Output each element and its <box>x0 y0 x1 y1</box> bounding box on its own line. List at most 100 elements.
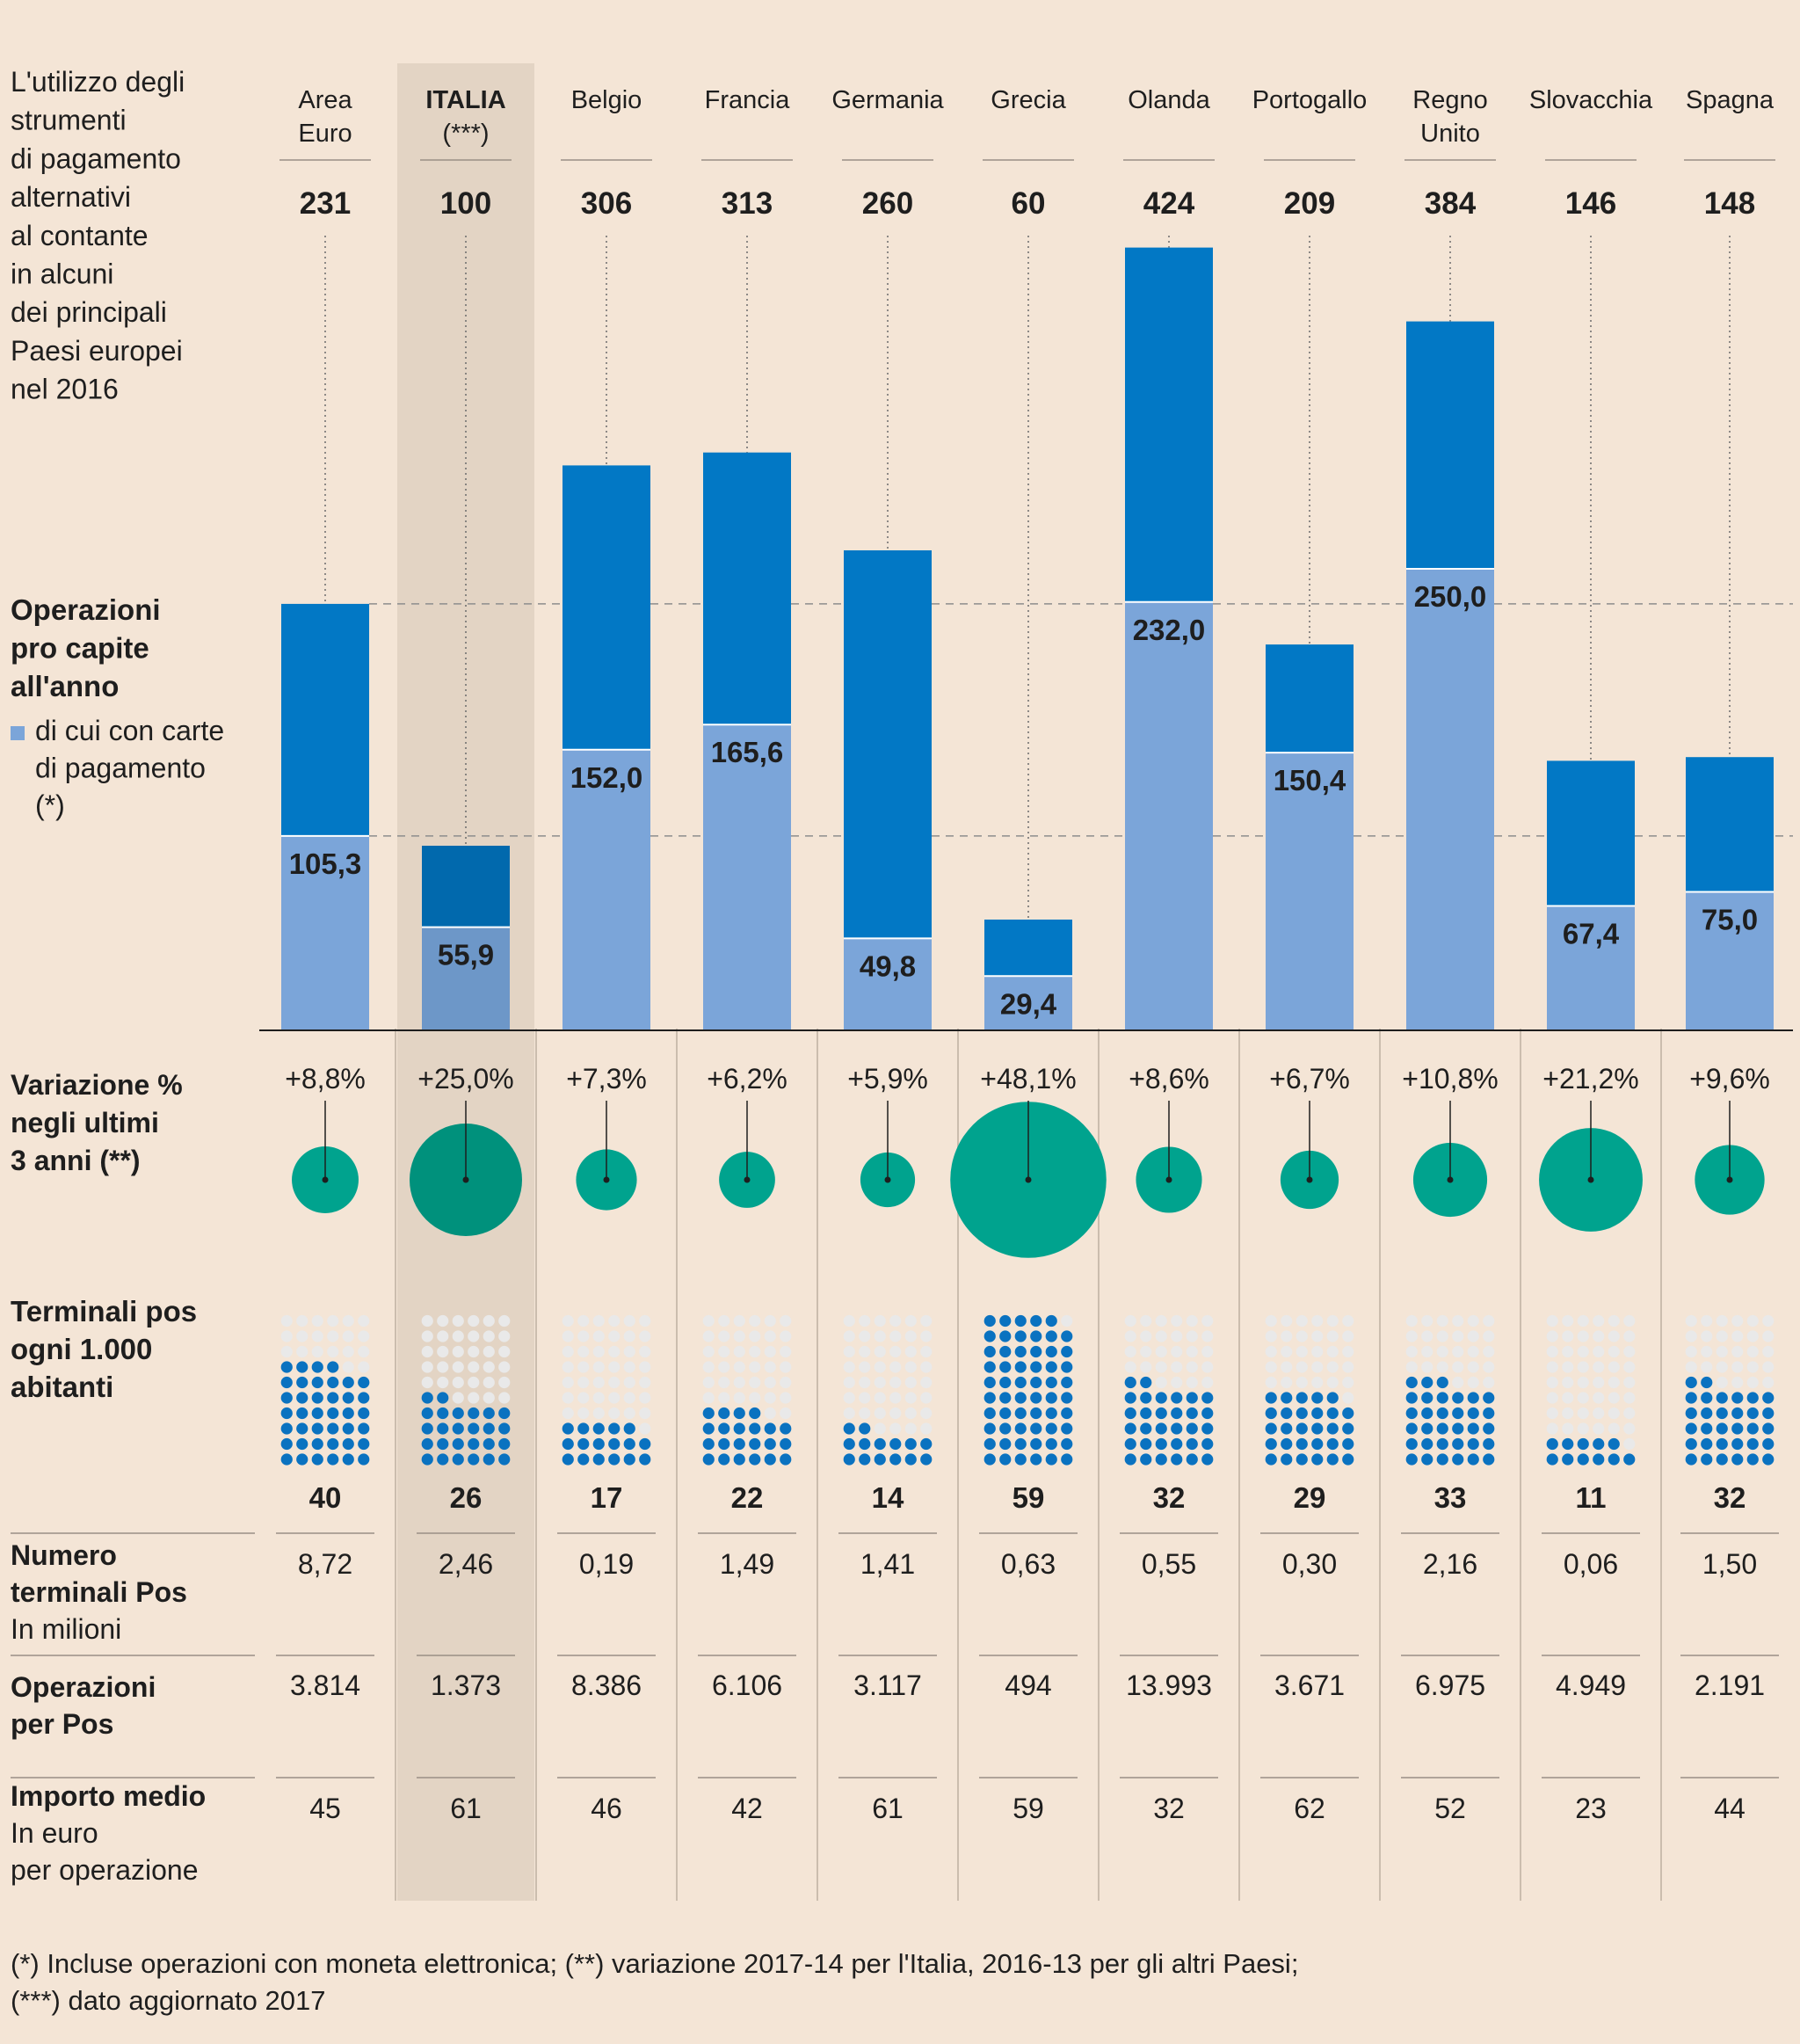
pos-dot-filled <box>1030 1345 1042 1358</box>
country-label: Olanda <box>1128 86 1210 114</box>
pos-dot-empty <box>859 1361 871 1373</box>
pos-dot-filled <box>437 1437 449 1451</box>
operations-label: pro capite <box>11 632 149 665</box>
pos-dot-empty <box>1326 1376 1339 1389</box>
pos-dot-empty <box>452 1330 464 1342</box>
pos-dot-empty <box>562 1392 574 1404</box>
pos-dot-filled <box>1746 1422 1759 1435</box>
pos-dot-filled <box>1186 1422 1198 1435</box>
pos-dot-empty <box>1171 1345 1183 1358</box>
table-value: 0,63 <box>1001 1548 1056 1580</box>
pos-dot-filled <box>311 1407 323 1420</box>
pos-dot-filled <box>1762 1407 1775 1420</box>
pos-dot-empty <box>562 1407 574 1420</box>
pos-dot-empty <box>749 1330 761 1342</box>
pos-dot-empty <box>1593 1407 1605 1420</box>
pos-dot-empty <box>702 1314 715 1328</box>
pos-dot-empty <box>639 1330 651 1342</box>
pos-dot-empty <box>562 1314 574 1328</box>
pos-dot-filled <box>483 1453 495 1466</box>
pos-dot-empty <box>1593 1376 1605 1389</box>
variation-value-label: +6,2% <box>707 1063 788 1095</box>
pos-dot-empty <box>1421 1345 1433 1358</box>
pos-dot-filled <box>498 1422 511 1435</box>
total-value-label: 100 <box>440 186 491 221</box>
pos-dot-filled <box>280 1437 293 1451</box>
pos-dot-empty <box>483 1376 495 1389</box>
pos-dot-filled <box>1716 1453 1728 1466</box>
pos-dot-empty <box>483 1314 495 1328</box>
pos-dot-filled <box>311 1453 323 1466</box>
pos-dot-filled <box>1685 1392 1697 1404</box>
pos-dot-filled <box>1762 1392 1775 1404</box>
table-value: 6.975 <box>1415 1669 1485 1701</box>
total-value-label: 313 <box>722 186 773 221</box>
pos-dot-filled <box>1716 1392 1728 1404</box>
pos-dot-empty <box>1186 1376 1198 1389</box>
pos-dot-filled <box>1171 1422 1183 1435</box>
bar-cards <box>1547 906 1635 1030</box>
pos-dot-empty <box>421 1376 433 1389</box>
country-label: Grecia <box>991 86 1066 114</box>
country-label: (***) <box>442 120 489 148</box>
pos-dot-empty <box>1342 1376 1354 1389</box>
bar-cards <box>984 976 1072 1030</box>
pos-dot-empty <box>1746 1330 1759 1342</box>
table-value: 44 <box>1714 1793 1746 1824</box>
pos-dot-empty <box>1296 1345 1308 1358</box>
pos-dot-empty <box>1593 1422 1605 1435</box>
pos-dot-filled <box>1201 1453 1214 1466</box>
pos-dot-empty <box>1716 1330 1728 1342</box>
bar-cards <box>703 724 791 1030</box>
pos-dot-filled <box>1186 1407 1198 1420</box>
table-value: 1,50 <box>1702 1548 1757 1580</box>
pos-dot-empty <box>889 1314 902 1328</box>
pos-dot-empty <box>1593 1392 1605 1404</box>
pos-dot-filled <box>280 1376 293 1389</box>
pos-dot-filled <box>1265 1392 1277 1404</box>
pos-dot-empty <box>1265 1314 1277 1328</box>
pos-dot-empty <box>718 1361 730 1373</box>
total-value-label: 60 <box>1012 186 1046 221</box>
country-label: ITALIA <box>425 86 505 114</box>
table-value: 6.106 <box>712 1669 782 1701</box>
bar-total <box>984 920 1072 977</box>
pos-dot-filled <box>358 1453 370 1466</box>
pos-dot-filled <box>1014 1345 1027 1358</box>
pos-dot-empty <box>920 1407 933 1420</box>
pos-dot-empty <box>1326 1330 1339 1342</box>
pos-dot-filled <box>327 1453 339 1466</box>
pos-dot-empty <box>1171 1376 1183 1389</box>
pos-dot-filled <box>1436 1392 1448 1404</box>
pos-dot-filled <box>342 1407 354 1420</box>
pos-dot-filled <box>889 1437 902 1451</box>
pos-dot-empty <box>843 1330 855 1342</box>
pos-dot-empty <box>733 1345 745 1358</box>
pos-dot-filled <box>296 1376 308 1389</box>
pos-dot-empty <box>1186 1330 1198 1342</box>
pos-dot-empty <box>577 1314 590 1328</box>
cards-value-label: 152,0 <box>570 761 643 794</box>
pos-dot-empty <box>437 1314 449 1328</box>
table-value: 13.993 <box>1126 1669 1212 1701</box>
pos-dot-empty <box>1546 1314 1558 1328</box>
pos-dot-empty <box>592 1361 605 1373</box>
pos-dot-filled <box>733 1407 745 1420</box>
pos-dot-filled <box>1436 1407 1448 1420</box>
pos-dot-empty <box>780 1392 792 1404</box>
pos-dot-empty <box>733 1361 745 1373</box>
pos-dot-empty <box>1405 1345 1418 1358</box>
variation-pin-dot <box>1447 1176 1454 1183</box>
pos-dot-empty <box>1731 1361 1744 1373</box>
cards-value-label: 67,4 <box>1563 917 1620 949</box>
pos-dot-empty <box>1186 1345 1198 1358</box>
pos-dot-empty <box>874 1407 886 1420</box>
pos-dot-empty <box>1281 1376 1293 1389</box>
pos-dot-filled <box>1731 1392 1744 1404</box>
pos-dot-filled <box>780 1422 792 1435</box>
pos-dot-filled <box>1483 1392 1495 1404</box>
pos-dot-filled <box>1124 1376 1136 1389</box>
pos-dot-empty <box>1171 1314 1183 1328</box>
pos-dot-filled <box>327 1376 339 1389</box>
pos-dot-filled <box>1311 1422 1324 1435</box>
